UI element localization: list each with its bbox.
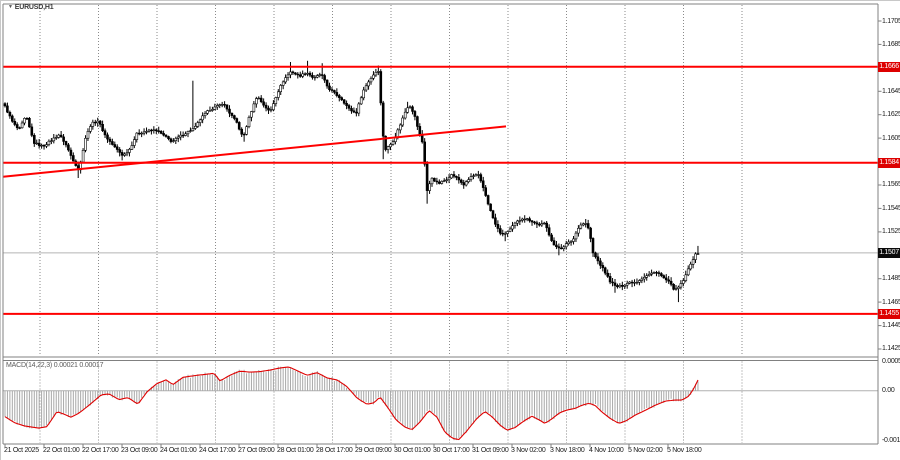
price-tick-label: 1.1565 [882,181,900,189]
price-tick-label: 1.1525 [882,228,900,236]
time-tick-label: 30 Oct 01:00 [394,447,431,454]
price-tick-label: 1.1485 [882,275,900,283]
level-price-label-1: 1.1666 [878,61,900,72]
time-tick-label: 28 Oct 01:00 [277,447,314,454]
macd-signal-line [4,366,699,441]
price-tick-label: 1.1705 [882,17,900,25]
time-tick-label: 3 Nov 02:00 [511,447,546,454]
time-tick-label: 4 Nov 10:00 [589,447,624,454]
time-tick-label: 24 Oct 01:00 [160,447,197,454]
price-tick-label: 1.1445 [882,322,900,330]
bid-price-label: 1.1507 [878,247,900,258]
price-tick-label: 1.1465 [882,298,900,306]
macd-indicator-label: MACD(14,22,3) 0.00021 0.00017 [6,362,104,369]
time-tick-label: 31 Oct 09:00 [472,447,509,454]
price-tick-label: 1.1645 [882,87,900,95]
time-tick-label: 3 Nov 18:00 [550,447,585,454]
time-tick-label: 5 Nov 18:00 [667,447,702,454]
symbol-text: EURUSD,H1 [14,4,54,11]
time-tick-label: 27 Oct 09:00 [238,447,275,454]
time-tick-label: 22 Oct 17:00 [82,447,119,454]
ascending-trendline [2,125,507,178]
symbol-label: ▼ EURUSD,H1 [8,4,54,11]
level-price-label-2: 1.1584 [878,157,900,168]
time-tick-label: 28 Oct 17:00 [316,447,353,454]
macd-histogram-layer [4,366,699,441]
time-tick-label: 23 Oct 09:00 [121,447,158,454]
time-tick-label: 21 Oct 2025 [4,447,39,454]
macd-axis-top-label: 0.00057 [882,358,900,366]
time-tick-label: 30 Oct 17:00 [433,447,470,454]
candles-layer [3,60,700,303]
price-tick-label: 1.1545 [882,204,900,212]
macd-axis-zero-label: 0.00 [882,387,895,395]
price-tick-label: 1.1425 [882,345,900,353]
time-tick-label: 22 Oct 01:00 [43,447,80,454]
macd-axis-bottom-label: -0.00105 [882,436,900,444]
time-tick-label: 24 Oct 17:00 [199,447,236,454]
price-tick-label: 1.1625 [882,111,900,119]
price-tick-label: 1.1605 [882,134,900,142]
time-tick-label: 29 Oct 09:00 [355,447,392,454]
level-price-label-3: 1.1455 [878,308,900,319]
time-tick-label: 5 Nov 02:00 [628,447,663,454]
symbol-marker-icon: ▼ [8,4,13,10]
price-tick-label: 1.1685 [882,40,900,48]
